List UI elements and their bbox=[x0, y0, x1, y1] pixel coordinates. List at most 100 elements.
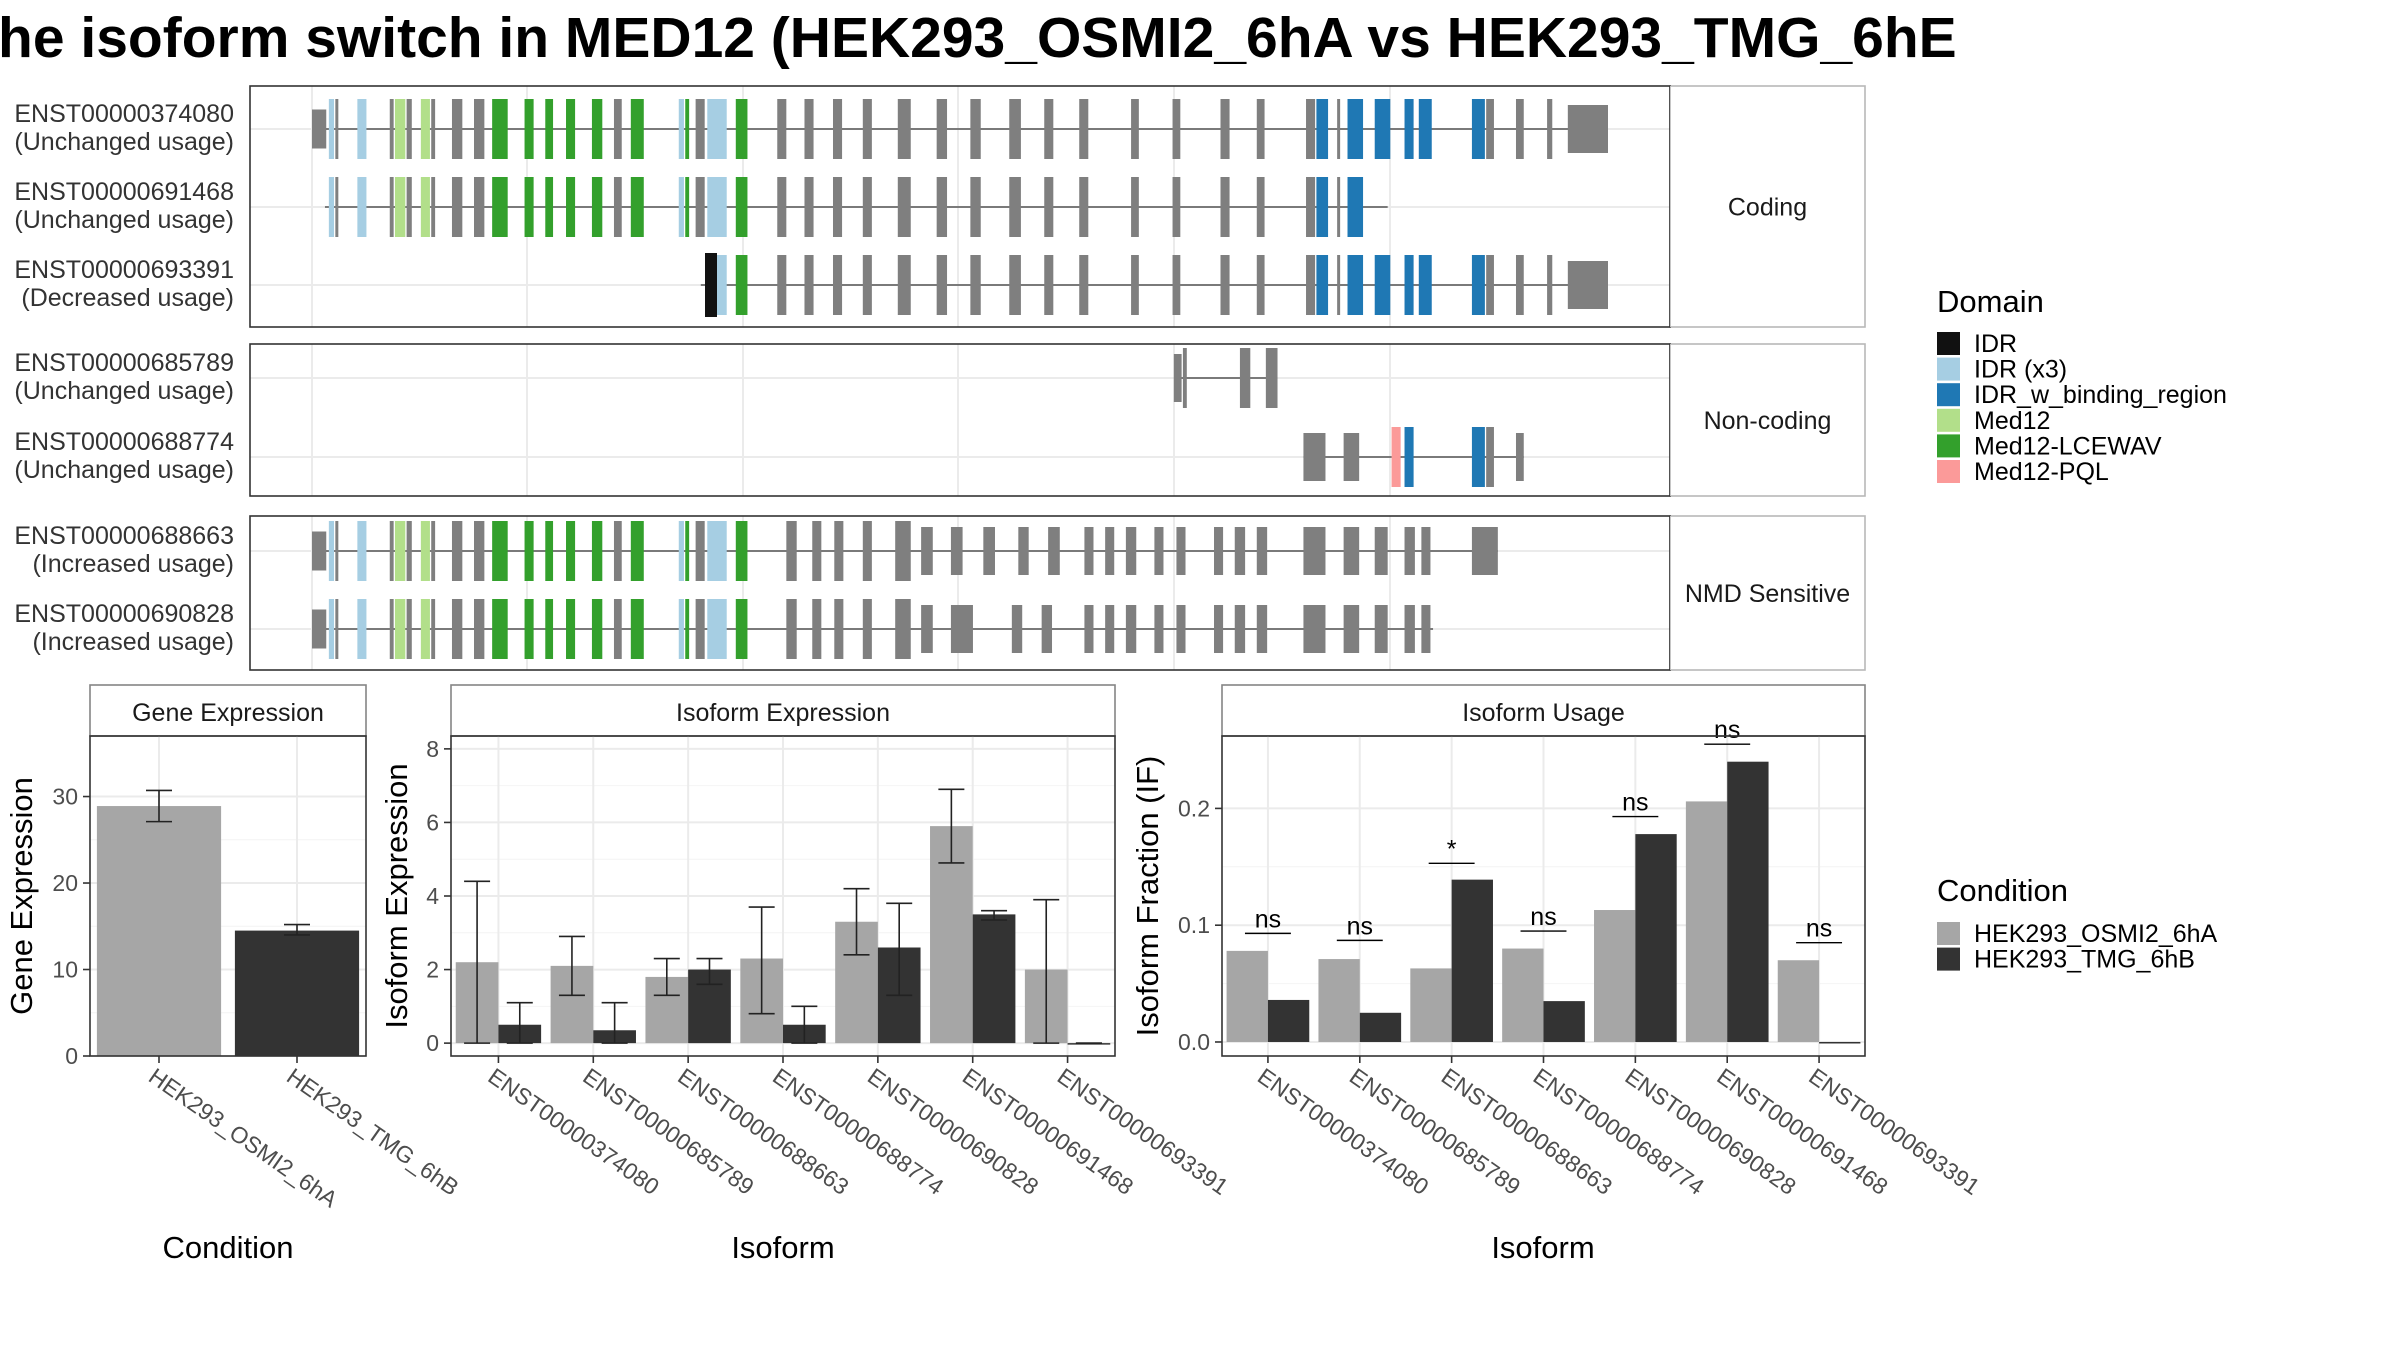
exon-med12-lcewav bbox=[685, 99, 690, 159]
bar bbox=[1543, 1001, 1585, 1042]
exon-exon-plain bbox=[1337, 255, 1341, 315]
exon-exon-plain bbox=[897, 255, 911, 315]
exon-med12-lcewav bbox=[591, 177, 603, 237]
exon-exon-plain bbox=[983, 527, 995, 575]
y-axis-title: Gene Expression bbox=[4, 777, 39, 1015]
exon-exon-plain bbox=[1337, 177, 1341, 237]
legend-swatch bbox=[1937, 383, 1960, 407]
domain-legend-item: IDR_w_binding_region bbox=[1974, 381, 2227, 409]
legend-swatch bbox=[1937, 408, 1960, 432]
exon-med12-lcewav bbox=[492, 99, 508, 159]
exon-exon-plain bbox=[862, 99, 872, 159]
exon-exon-plain bbox=[431, 177, 436, 237]
chart-title: Gene Expression bbox=[132, 699, 324, 727]
exon-med12-lcewav bbox=[492, 599, 508, 659]
exon-exon-plain bbox=[1048, 527, 1060, 575]
chart-isoform-expression: Isoform Expression02468ENST00000374080EN… bbox=[379, 684, 1233, 1265]
exon-idr-w-binding-region bbox=[1418, 99, 1432, 159]
exon-exon-plain bbox=[1041, 605, 1053, 653]
bar bbox=[1635, 834, 1677, 1042]
exon-exon-plain bbox=[406, 599, 412, 659]
exon-med12 bbox=[394, 177, 406, 237]
exon-exon-plain bbox=[451, 99, 463, 159]
isoform-usage-label: (Unchanged usage) bbox=[14, 456, 234, 484]
legend-swatch bbox=[1937, 434, 1960, 458]
x-tick-label: ENST00000690828 bbox=[863, 1063, 1043, 1200]
exon-idr-w-binding-region bbox=[1374, 99, 1391, 159]
exon-exon-plain bbox=[431, 99, 436, 159]
exon-med12-lcewav bbox=[524, 99, 534, 159]
exon-exon-plain bbox=[1567, 261, 1608, 309]
facet-non-coding: ENST00000685789(Unchanged usage)ENST0000… bbox=[14, 343, 1866, 497]
exon-idr-w-binding-region bbox=[1347, 255, 1364, 315]
exon-med12-lcewav bbox=[630, 521, 644, 581]
exon-med12 bbox=[394, 99, 406, 159]
exon-med12-lcewav bbox=[524, 177, 534, 237]
exon-exon-plain bbox=[936, 177, 948, 237]
isoform-structure-panel: ENST00000374080(Unchanged usage)ENST0000… bbox=[14, 85, 1866, 671]
exon-exon-plain bbox=[312, 109, 327, 149]
exon-exon-plain bbox=[921, 527, 933, 575]
exon-exon-plain bbox=[1105, 605, 1115, 653]
exon-med12-lcewav bbox=[492, 177, 508, 237]
exon-exon-plain bbox=[1131, 255, 1139, 315]
exon-exon-plain bbox=[1176, 605, 1186, 653]
exon-exon-plain bbox=[1234, 527, 1246, 575]
exon-exon-plain bbox=[1220, 99, 1230, 159]
condition-legend-item: HEK293_TMG_6hB bbox=[1974, 946, 2195, 974]
isoform-id-label: ENST00000688774 bbox=[14, 428, 234, 456]
x-tick-label: ENST00000691468 bbox=[1712, 1063, 1892, 1200]
exon-exon-plain bbox=[431, 521, 436, 581]
facet-strip-label: Non-coding bbox=[1704, 407, 1832, 435]
facet-strip-label: NMD Sensitive bbox=[1685, 580, 1850, 608]
exon-exon-plain bbox=[1343, 433, 1360, 481]
x-axis-title: Condition bbox=[163, 1230, 294, 1265]
exon-exon-plain bbox=[950, 527, 963, 575]
exon-exon-plain bbox=[895, 521, 911, 581]
panel-border bbox=[89, 735, 367, 1057]
exon-exon-plain bbox=[1234, 605, 1246, 653]
exon-exon-plain bbox=[834, 521, 844, 581]
exon-exon-plain bbox=[1044, 255, 1054, 315]
exon-idr-x3- bbox=[357, 521, 367, 581]
exon-exon-plain bbox=[1256, 99, 1265, 159]
exon-med12-lcewav bbox=[492, 521, 508, 581]
bar bbox=[1819, 1041, 1861, 1044]
exon-exon-plain bbox=[970, 99, 981, 159]
exon-exon-plain bbox=[474, 177, 485, 237]
exon-exon-plain bbox=[834, 599, 844, 659]
y-tick-label: 20 bbox=[52, 870, 78, 896]
exon-exon-plain bbox=[1220, 255, 1230, 315]
exon-med12 bbox=[420, 599, 430, 659]
exon-exon-plain bbox=[1306, 255, 1316, 315]
bar bbox=[1685, 801, 1728, 1042]
bar bbox=[972, 914, 1016, 1044]
exon-idr-w-binding-region bbox=[1404, 99, 1414, 159]
exon-exon-plain bbox=[1018, 527, 1029, 575]
exon-med12-pql bbox=[1391, 427, 1401, 487]
exon-idr-w-binding-region bbox=[1471, 255, 1485, 315]
exon-exon-plain bbox=[812, 521, 822, 581]
exon-med12-lcewav bbox=[685, 521, 690, 581]
x-tick-label: ENST00000688774 bbox=[1529, 1063, 1710, 1200]
exon-exon-plain bbox=[1306, 99, 1316, 159]
exon-exon-plain bbox=[1471, 527, 1498, 575]
exon-exon-plain bbox=[804, 99, 814, 159]
condition-legend-title: Condition bbox=[1937, 873, 2068, 908]
exon-idr-x3- bbox=[707, 521, 727, 581]
exon-exon-plain bbox=[406, 99, 412, 159]
y-tick-label: 10 bbox=[52, 957, 78, 983]
exon-idr-w-binding-region bbox=[1374, 255, 1391, 315]
isoform-usage-label: (Increased usage) bbox=[32, 550, 234, 578]
isoform-usage-label: (Unchanged usage) bbox=[14, 377, 234, 405]
exon-med12-lcewav bbox=[735, 599, 748, 659]
x-tick-label: ENST00000685789 bbox=[1345, 1063, 1525, 1200]
exon-exon-plain bbox=[1567, 105, 1608, 153]
exon-med12-lcewav bbox=[735, 99, 748, 159]
exon-exon-plain bbox=[1337, 99, 1341, 159]
exon-exon-plain bbox=[335, 599, 339, 659]
exon-exon-plain bbox=[695, 599, 705, 659]
exon-exon-plain bbox=[897, 177, 911, 237]
exon-exon-plain bbox=[1547, 255, 1553, 315]
exon-exon-plain bbox=[1173, 354, 1182, 402]
